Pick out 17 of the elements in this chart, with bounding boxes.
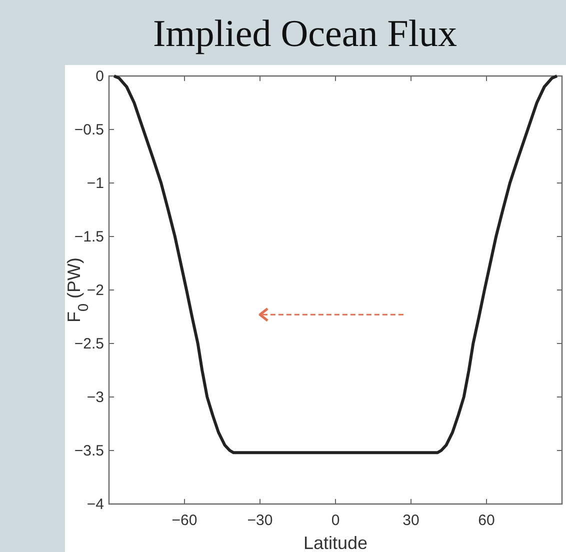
x-tick-label: −60: [172, 512, 198, 529]
line-series: [112, 74, 558, 454]
y-tick-label: −4: [86, 496, 104, 513]
y-tick-label: −3.5: [74, 442, 104, 460]
y-tick-label: −2: [86, 282, 104, 299]
y-tick-label: 0: [96, 68, 104, 85]
y-tick-label: −2.5: [74, 336, 104, 352]
x-tick-label: 60: [478, 512, 495, 529]
y-tick-label: −1.5: [74, 228, 104, 246]
x-axis-title: Latitude: [303, 533, 368, 552]
chart-title: Implied Ocean Flux: [153, 13, 457, 55]
x-tick-label: 0: [331, 512, 340, 529]
x-tick-label: −30: [247, 512, 273, 529]
y-tick-label: −1: [86, 175, 104, 192]
x-tick-label: 30: [402, 512, 420, 529]
y-tick-label: −3: [86, 389, 104, 406]
y-tick-label: −0.5: [74, 122, 104, 138]
